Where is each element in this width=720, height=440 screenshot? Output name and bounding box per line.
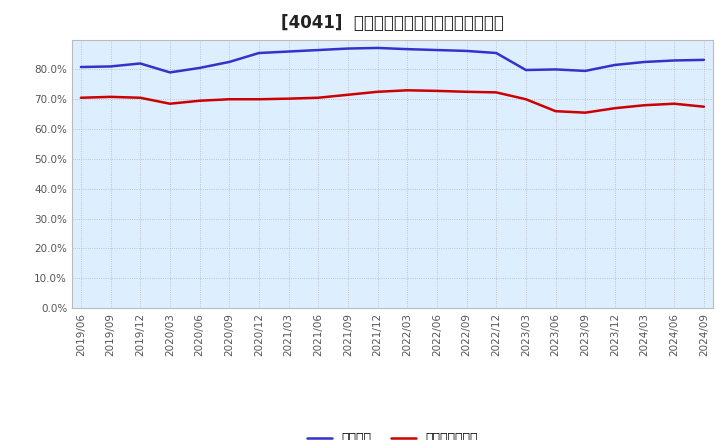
固定比率	[670, 58, 678, 63]
固定長期適合率	[640, 103, 649, 108]
固定比率	[403, 47, 412, 52]
固定比率	[462, 48, 471, 54]
固定長期適合率	[195, 98, 204, 103]
固定比率	[76, 64, 85, 70]
Line: 固定長期適合率: 固定長期適合率	[81, 90, 704, 113]
固定長期適合率	[433, 88, 441, 94]
固定比率	[136, 61, 145, 66]
固定長期適合率	[136, 95, 145, 100]
固定長期適合率	[462, 89, 471, 95]
固定長期適合率	[255, 97, 264, 102]
固定長期適合率	[552, 109, 560, 114]
固定比率	[611, 62, 619, 68]
固定長期適合率	[373, 89, 382, 95]
固定長期適合率	[225, 97, 233, 102]
固定長期適合率	[314, 95, 323, 100]
固定長期適合率	[166, 101, 174, 106]
固定長期適合率	[611, 106, 619, 111]
固定比率	[700, 57, 708, 62]
固定長期適合率	[403, 88, 412, 93]
固定長期適合率	[107, 94, 115, 99]
Legend: 固定比率, 固定長期適合率: 固定比率, 固定長期適合率	[302, 427, 483, 440]
固定長期適合率	[670, 101, 678, 106]
固定長期適合率	[343, 92, 352, 97]
固定比率	[640, 59, 649, 65]
固定長期適合率	[581, 110, 590, 115]
Line: 固定比率: 固定比率	[81, 48, 704, 73]
固定比率	[314, 48, 323, 53]
固定比率	[225, 59, 233, 65]
固定比率	[373, 45, 382, 51]
固定比率	[433, 48, 441, 53]
固定比率	[166, 70, 174, 75]
固定長期適合率	[700, 104, 708, 109]
固定比率	[521, 67, 530, 73]
固定比率	[107, 64, 115, 69]
固定長期適合率	[76, 95, 85, 100]
固定比率	[284, 49, 293, 54]
固定比率	[255, 50, 264, 55]
固定比率	[343, 46, 352, 51]
固定比率	[492, 50, 500, 55]
固定比率	[552, 67, 560, 72]
固定長期適合率	[492, 90, 500, 95]
固定長期適合率	[521, 97, 530, 102]
固定長期適合率	[284, 96, 293, 101]
固定比率	[581, 68, 590, 73]
Title: [4041]  固定比率、固定長期適合率の推移: [4041] 固定比率、固定長期適合率の推移	[281, 15, 504, 33]
固定比率	[195, 65, 204, 70]
